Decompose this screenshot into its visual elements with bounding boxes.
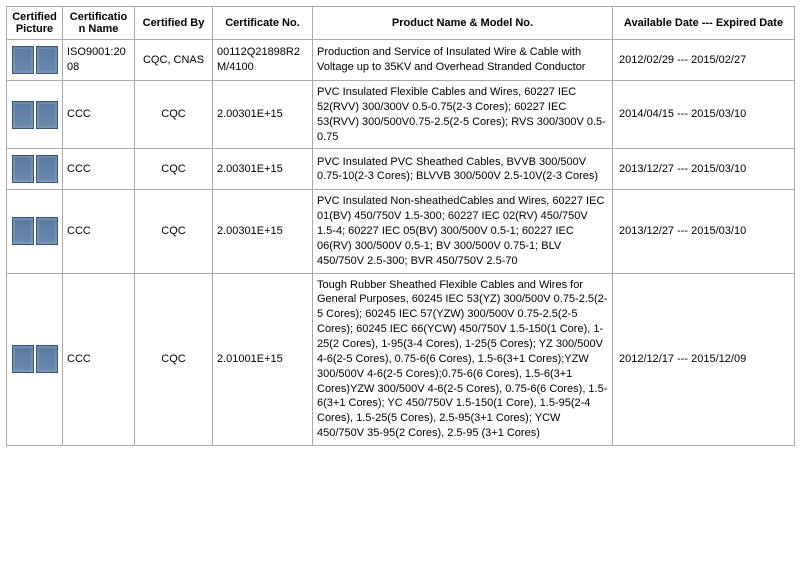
table-row: CCC CQC 2.00301E+15 PVC Insulated Flexib… (7, 81, 795, 149)
cell-picture (7, 190, 63, 273)
table-row: CCC CQC 2.01001E+15 Tough Rubber Sheathe… (7, 273, 795, 445)
certificate-thumbnails (9, 217, 60, 245)
cell-cert-no: 2.00301E+15 (213, 81, 313, 149)
cell-cert-name: CCC (63, 273, 135, 445)
cell-cert-by: CQC (135, 149, 213, 190)
cell-cert-by: CQC, CNAS (135, 40, 213, 81)
col-header-by: Certified By (135, 7, 213, 40)
cell-cert-name: CCC (63, 81, 135, 149)
certificate-image-icon (36, 46, 58, 74)
certificate-thumbnails (9, 345, 60, 373)
cell-date: 2014/04/15 --- 2015/03/10 (613, 81, 795, 149)
col-header-picture: Certified Picture (7, 7, 63, 40)
cell-date: 2012/12/17 --- 2015/12/09 (613, 273, 795, 445)
certificate-image-icon (12, 46, 34, 74)
certificate-image-icon (36, 345, 58, 373)
certificate-image-icon (36, 101, 58, 129)
cell-product: PVC Insulated Non-sheathedCables and Wir… (313, 190, 613, 273)
certificate-thumbnails (9, 46, 60, 74)
cell-picture (7, 273, 63, 445)
cell-product: Tough Rubber Sheathed Flexible Cables an… (313, 273, 613, 445)
col-header-name: Certification Name (63, 7, 135, 40)
cell-picture (7, 40, 63, 81)
cell-cert-by: CQC (135, 273, 213, 445)
certifications-table: Certified Picture Certification Name Cer… (6, 6, 795, 446)
cell-product: Production and Service of Insulated Wire… (313, 40, 613, 81)
cell-date: 2013/12/27 --- 2015/03/10 (613, 149, 795, 190)
table-row: CCC CQC 2.00301E+15 PVC Insulated Non-sh… (7, 190, 795, 273)
col-header-date: Available Date --- Expired Date (613, 7, 795, 40)
cell-cert-by: CQC (135, 190, 213, 273)
certificate-image-icon (12, 345, 34, 373)
table-row: CCC CQC 2.00301E+15 PVC Insulated PVC Sh… (7, 149, 795, 190)
cell-cert-name: ISO9001:2008 (63, 40, 135, 81)
cell-date: 2012/02/29 --- 2015/02/27 (613, 40, 795, 81)
cell-date: 2013/12/27 --- 2015/03/10 (613, 190, 795, 273)
certificate-image-icon (12, 217, 34, 245)
table-header-row: Certified Picture Certification Name Cer… (7, 7, 795, 40)
certificate-image-icon (12, 101, 34, 129)
cell-cert-name: CCC (63, 190, 135, 273)
certificate-thumbnails (9, 155, 60, 183)
cell-cert-no: 2.00301E+15 (213, 149, 313, 190)
col-header-no: Certificate No. (213, 7, 313, 40)
cell-cert-by: CQC (135, 81, 213, 149)
cell-picture (7, 149, 63, 190)
certificate-image-icon (36, 155, 58, 183)
certificate-image-icon (12, 155, 34, 183)
cell-cert-no: 00112Q21898R2M/4100 (213, 40, 313, 81)
certificate-thumbnails (9, 101, 60, 129)
cell-product: PVC Insulated PVC Sheathed Cables, BVVB … (313, 149, 613, 190)
cell-cert-name: CCC (63, 149, 135, 190)
cell-cert-no: 2.01001E+15 (213, 273, 313, 445)
cell-picture (7, 81, 63, 149)
col-header-product: Product Name & Model No. (313, 7, 613, 40)
table-row: ISO9001:2008 CQC, CNAS 00112Q21898R2M/41… (7, 40, 795, 81)
certificate-image-icon (36, 217, 58, 245)
cell-cert-no: 2.00301E+15 (213, 190, 313, 273)
cell-product: PVC Insulated Flexible Cables and Wires,… (313, 81, 613, 149)
